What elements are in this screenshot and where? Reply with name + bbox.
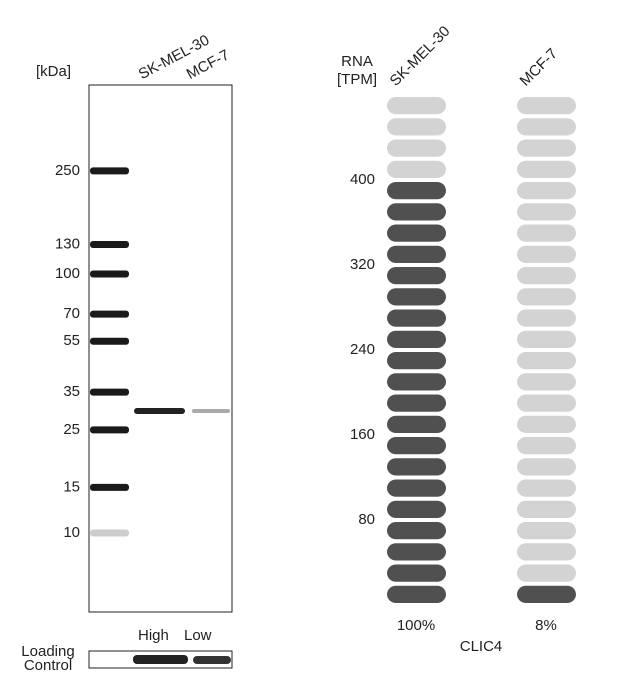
ladder-band <box>90 240 129 248</box>
sample-band <box>134 408 185 414</box>
pill-empty <box>517 373 576 391</box>
pill-empty <box>517 309 576 327</box>
pill-empty <box>517 160 576 178</box>
axis-label: RNA <box>341 53 373 70</box>
pill-filled <box>517 585 576 603</box>
ladder-band <box>90 167 129 175</box>
loading-label: Loading <box>21 643 74 660</box>
axis-label: [TPM] <box>337 71 377 88</box>
pill-filled <box>387 564 446 582</box>
pill-empty <box>517 245 576 263</box>
pill-empty <box>517 118 576 136</box>
loading-label: Control <box>24 657 72 674</box>
pill-filled <box>387 479 446 497</box>
pill-empty <box>517 330 576 348</box>
pill-empty <box>517 522 576 540</box>
pill-filled <box>387 585 446 603</box>
loading-band <box>193 656 231 664</box>
pill-filled <box>387 437 446 455</box>
gene-label: CLIC4 <box>460 638 503 655</box>
unit-label: [kDa] <box>36 63 71 80</box>
pill-empty <box>517 543 576 561</box>
pill-filled <box>387 288 446 306</box>
pill-filled <box>387 309 446 327</box>
value-label: 8% <box>535 617 557 634</box>
ladder-band <box>90 337 129 345</box>
pill-empty <box>517 437 576 455</box>
loading-band <box>133 655 188 664</box>
pill-filled <box>387 330 446 348</box>
sample-label: SK-MEL-30 <box>387 23 454 90</box>
ladder-label: 15 <box>63 478 80 495</box>
pill-filled <box>387 224 446 242</box>
y-tick-label: 240 <box>350 341 375 358</box>
pill-empty <box>517 458 576 476</box>
pill-empty <box>517 203 576 221</box>
level-label: Low <box>184 627 212 644</box>
pill-filled <box>387 373 446 391</box>
ladder-band <box>90 529 129 537</box>
level-label: High <box>138 627 169 644</box>
sample-band <box>192 409 230 413</box>
y-tick-label: 80 <box>358 511 375 528</box>
ladder-label: 130 <box>55 235 80 252</box>
pill-empty <box>387 118 446 136</box>
pill-empty <box>517 479 576 497</box>
pill-empty <box>517 182 576 200</box>
pill-empty <box>517 500 576 518</box>
pill-empty <box>517 415 576 433</box>
ladder-label: 25 <box>63 421 80 438</box>
pill-empty <box>387 160 446 178</box>
pill-empty <box>517 224 576 242</box>
pill-filled <box>387 415 446 433</box>
ladder-band <box>90 483 129 491</box>
ladder-label: 55 <box>63 332 80 349</box>
pill-filled <box>387 394 446 412</box>
pill-empty <box>517 288 576 306</box>
ladder-label: 250 <box>55 162 80 179</box>
y-tick-label: 320 <box>350 256 375 273</box>
pill-filled <box>387 203 446 221</box>
pill-empty <box>387 97 446 115</box>
ladder-band <box>90 388 129 396</box>
ladder-band <box>90 310 129 318</box>
pill-empty <box>517 267 576 285</box>
pill-empty <box>517 139 576 157</box>
pill-filled <box>387 352 446 370</box>
pill-filled <box>387 182 446 200</box>
pill-filled <box>387 458 446 476</box>
pill-filled <box>387 522 446 540</box>
pill-filled <box>387 500 446 518</box>
pill-empty <box>517 564 576 582</box>
pill-empty <box>517 394 576 412</box>
pill-empty <box>387 139 446 157</box>
value-label: 100% <box>397 617 435 634</box>
ladder-label: 35 <box>63 383 80 400</box>
ladder-band <box>90 426 129 434</box>
pill-empty <box>517 352 576 370</box>
pill-filled <box>387 543 446 561</box>
ladder-band <box>90 270 129 278</box>
pill-filled <box>387 245 446 263</box>
y-tick-label: 160 <box>350 426 375 443</box>
sample-label: MCF-7 <box>517 45 561 89</box>
ladder-label: 10 <box>63 524 80 541</box>
pill-empty <box>517 97 576 115</box>
y-tick-label: 400 <box>350 171 375 188</box>
pill-filled <box>387 267 446 285</box>
ladder-label: 70 <box>63 305 80 322</box>
ladder-label: 100 <box>55 265 80 282</box>
